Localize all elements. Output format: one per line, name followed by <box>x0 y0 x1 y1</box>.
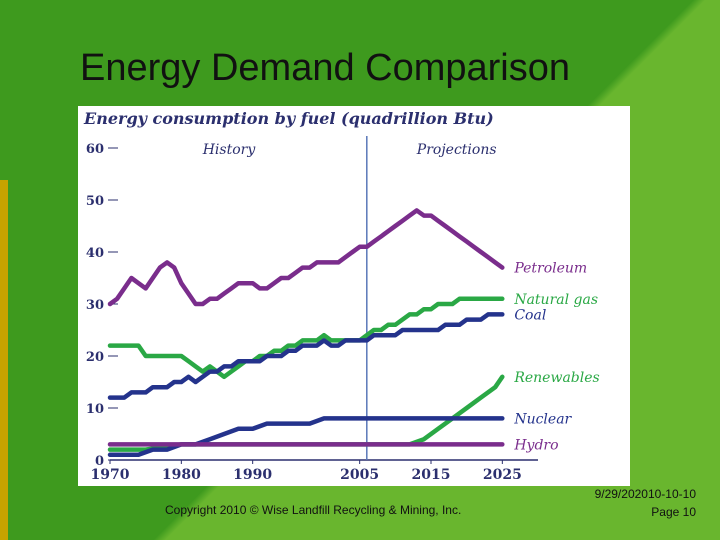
series-line-natural-gas <box>107 296 505 380</box>
chart-axes: 0 10 20 30 40 50 60 1970 1980 1990 2005 2015 2025 His… <box>86 136 538 483</box>
series-label-hydro: Hydro <box>513 437 558 453</box>
x-tick-label: 1980 <box>162 467 201 483</box>
y-tick-label: 0 <box>95 454 104 469</box>
y-tick-label: 40 <box>86 246 104 261</box>
x-tick-label: 2005 <box>340 467 379 483</box>
series-line-petroleum <box>107 208 505 307</box>
x-tick-label: 2025 <box>483 467 522 483</box>
series-label-natural-gas: Natural gas <box>513 292 598 308</box>
copyright-text: Copyright 2010 © Wise Landfill Recycling… <box>165 503 462 517</box>
y-tick-label: 60 <box>86 142 104 157</box>
energy-chart: Energy consumption by fuel (quadrillion … <box>83 109 600 483</box>
x-tick-label: 1990 <box>233 467 272 483</box>
x-tick-label: 1970 <box>91 467 130 483</box>
y-tick-label: 50 <box>86 194 104 209</box>
series-label-nuclear: Nuclear <box>513 411 572 427</box>
series-label-coal: Coal <box>514 307 546 323</box>
chart-series <box>107 208 505 458</box>
y-tick-label: 10 <box>86 402 104 417</box>
series-label-renewables: Renewables <box>513 370 599 386</box>
projections-annotation: Projections <box>416 142 497 158</box>
series-line-nuclear <box>107 416 505 458</box>
chart-title: Energy consumption by fuel (quadrillion … <box>83 109 494 128</box>
slide-date: 9/29/202010-10-10 <box>594 487 696 501</box>
slide-title: Energy Demand Comparison <box>80 47 571 89</box>
chart-panel: Energy consumption by fuel (quadrillion … <box>78 106 630 486</box>
y-tick-label: 20 <box>86 350 104 365</box>
series-line-coal <box>107 312 505 400</box>
page-number: Page 10 <box>651 505 696 519</box>
history-annotation: History <box>202 142 257 158</box>
series-label-petroleum: Petroleum <box>513 261 587 277</box>
y-tick-label: 30 <box>86 298 104 313</box>
x-tick-label: 2015 <box>412 467 451 483</box>
